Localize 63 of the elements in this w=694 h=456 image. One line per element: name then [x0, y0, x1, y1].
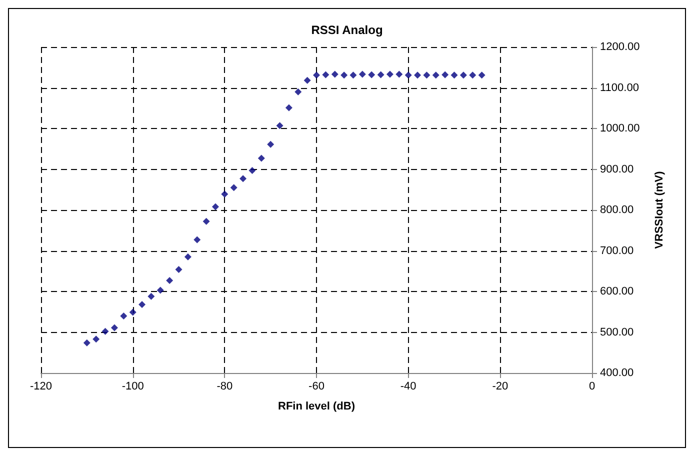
point	[129, 308, 136, 316]
point	[240, 175, 247, 182]
x-tick-label: -120	[30, 380, 52, 392]
point	[414, 72, 422, 79]
point	[184, 253, 192, 260]
point	[202, 218, 210, 225]
point	[285, 104, 292, 112]
point	[358, 70, 366, 78]
point	[221, 190, 228, 198]
point	[322, 71, 330, 78]
point	[166, 276, 174, 284]
point	[469, 72, 476, 79]
point	[267, 140, 274, 148]
point	[138, 301, 146, 308]
point	[450, 72, 458, 79]
y-tick-label: 600.00	[600, 286, 634, 298]
point	[350, 72, 357, 79]
point	[404, 72, 412, 79]
x-tick-label: -40	[400, 380, 416, 392]
y-tick-label: 900.00	[600, 163, 634, 176]
point	[304, 76, 311, 84]
y-tick-label: 700.00	[600, 244, 634, 257]
x-tick-label: -20	[492, 380, 508, 392]
point	[102, 328, 109, 335]
y-tick-label: 400.00	[600, 367, 634, 379]
point	[368, 71, 376, 78]
point	[460, 72, 467, 79]
point	[175, 266, 182, 273]
x-axis-title: RFin level (dB)	[278, 400, 356, 412]
point	[148, 292, 155, 300]
point	[92, 336, 100, 343]
point	[331, 70, 338, 78]
x-tick-label: -80	[216, 380, 233, 392]
x-tick-label: -60	[308, 380, 324, 392]
point	[156, 286, 164, 294]
y-tick-label: 1000.00	[600, 122, 640, 134]
point	[442, 71, 449, 78]
chart-title: RSSI Analog	[311, 23, 383, 37]
point	[340, 72, 348, 79]
point	[478, 72, 486, 79]
y-tick-label: 1100.00	[600, 82, 639, 94]
point	[377, 71, 384, 78]
point	[386, 70, 394, 78]
point	[276, 122, 284, 130]
y-tick-label: 800.00	[600, 204, 634, 216]
y-tick-label: 500.00	[600, 326, 634, 338]
point	[120, 312, 128, 320]
point	[83, 339, 90, 346]
point	[396, 70, 403, 78]
point	[230, 184, 238, 192]
y-tick-label: 1200.00	[600, 41, 640, 53]
point	[432, 72, 440, 79]
point	[194, 236, 201, 244]
point	[258, 154, 265, 162]
point	[248, 166, 256, 174]
x-tick-label: -100	[122, 380, 144, 392]
point	[212, 203, 219, 210]
y-axis-title: VRSSIout (mV)	[654, 170, 666, 249]
point	[294, 88, 302, 96]
point	[110, 324, 118, 332]
x-tick-label: 0	[588, 380, 596, 392]
point	[423, 72, 430, 79]
point	[313, 72, 320, 79]
